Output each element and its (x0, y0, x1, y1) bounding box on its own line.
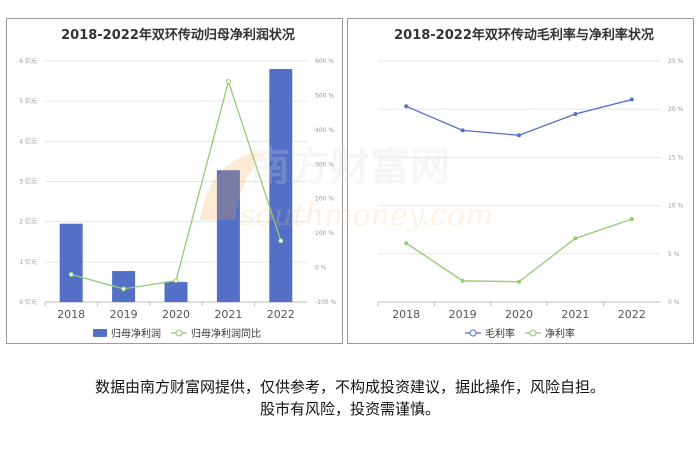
margin-chart-panel: 2018-2022年双环传动毛利率与净利率状况 0 % 5 % 10 % 15 % 20 … (347, 18, 694, 344)
y-left-tick-label: 6 亿元 (19, 57, 37, 65)
point-yoy (121, 286, 127, 292)
legend-swatch-point (175, 329, 183, 337)
x-tick-label: 2021 (561, 308, 589, 321)
x-tick-label: 2022 (618, 308, 646, 321)
y-left-tick-label: 3 亿元 (19, 178, 37, 186)
point-yoy (225, 79, 231, 85)
disclaimer-line-1: 数据由南方财富网提供，仅供参考，不构成投资建议，据此操作，风险自担。 (94, 378, 605, 396)
x-tick-label: 2019 (110, 308, 138, 321)
line-gross-margin-point (404, 104, 409, 109)
line-gross-margin-point (629, 97, 634, 102)
y-right-tick-label: 0 % (668, 299, 680, 306)
y-right-tick-label: 100 % (315, 230, 334, 237)
y-right-tick-label: 15 % (668, 154, 684, 161)
bar-profit (269, 69, 293, 303)
line-gross-margin (405, 98, 632, 136)
margin-chart: 2018-2022年双环传动毛利率与净利率状况 0 % 5 % 10 % 15 % 20 … (377, 27, 684, 340)
x-tick-label: 2018 (57, 308, 85, 321)
line-yoy (71, 79, 282, 290)
legend-label-yoy: 归母净利润同比 (191, 327, 261, 340)
line-net-margin-point (517, 279, 521, 284)
line-net-margin (405, 218, 633, 283)
legend-label: 净利率 (545, 327, 575, 340)
bar-profit (164, 281, 188, 302)
y-left-tick-label: 4 亿元 (19, 137, 37, 145)
y-right-tick-label: 20 % (668, 106, 684, 113)
line-gross-margin-point (460, 128, 465, 133)
y-right-tick-label: 200 % (315, 196, 334, 203)
profit-chart-panel: 2018-2022年双环传动归母净利润状况 0 亿元 1 亿元 2 亿元 3 亿元 4 亿… (6, 18, 343, 344)
y-right-tick-label: -100 % (315, 299, 337, 306)
chart-title: 2018-2022年双环传动归母净利润状况 (61, 27, 295, 43)
legend-label: 毛利率 (485, 327, 515, 340)
bar-profit (216, 170, 240, 302)
disclaimer: 数据由南方财富网提供，仅供参考，不构成投资建议，据此操作，风险自担。 股市有风险… (0, 376, 700, 420)
line-net-margin-point (460, 278, 465, 283)
y-right-tick-label: 25 % (668, 58, 684, 65)
y-left-tick-label: 5 亿元 (19, 97, 37, 105)
point-yoy (68, 271, 74, 277)
line-net-margin-point (404, 241, 409, 246)
x-tick-label: 2019 (449, 308, 477, 321)
profit-chart: 2018-2022年双环传动归母净利润状况 0 亿元 1 亿元 2 亿元 3 亿元 4 亿… (19, 27, 337, 340)
line-gross-margin-point (517, 133, 521, 138)
point-yoy (278, 238, 284, 244)
disclaimer-line-2: 股市有风险，投资需谨慎。 (259, 400, 440, 418)
point-yoy (173, 278, 179, 284)
legend-label-profit: 归母净利润 (111, 327, 161, 340)
line-net-margin-point (573, 236, 578, 241)
x-tick-label: 2021 (214, 308, 242, 321)
chart-title: 2018-2022年双环传动毛利率与净利率状况 (394, 27, 654, 43)
y-left-tick-label: 2 亿元 (19, 218, 37, 226)
legend-swatch-point (469, 329, 477, 337)
x-tick-label: 2022 (267, 308, 295, 321)
legend-swatch-bar (93, 329, 107, 337)
y-right-tick-label: 500 % (315, 92, 334, 99)
y-right-tick-label: 300 % (315, 161, 334, 168)
y-right-tick-label: 600 % (315, 58, 334, 65)
bar-profit (59, 223, 83, 302)
legend-swatch-point (529, 329, 537, 337)
x-tick-label: 2020 (505, 308, 533, 321)
x-tick-label: 2018 (392, 308, 420, 321)
line-gross-margin-point (573, 112, 578, 117)
y-right-tick-label: 0 % (315, 265, 327, 272)
y-right-tick-label: 400 % (315, 127, 334, 134)
line-net-margin-point (629, 217, 634, 222)
y-right-tick-label: 10 % (668, 203, 684, 210)
y-left-tick-label: 1 亿元 (19, 258, 37, 266)
y-left-tick-label: 0 亿元 (19, 298, 37, 306)
y-right-tick-label: 5 % (668, 251, 680, 258)
x-tick-label: 2020 (162, 308, 190, 321)
